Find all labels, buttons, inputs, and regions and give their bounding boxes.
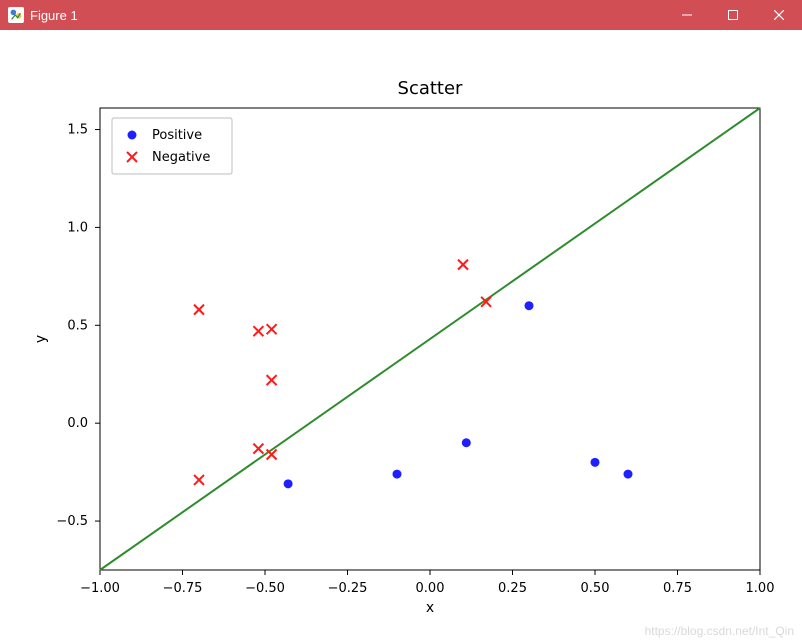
minimize-button[interactable] [664, 0, 710, 30]
svg-text:0.25: 0.25 [498, 581, 527, 596]
legend-marker-circle-icon [128, 131, 137, 140]
app-icon [8, 7, 24, 23]
close-button[interactable] [756, 0, 802, 30]
svg-text:0.00: 0.00 [416, 581, 445, 596]
scatter-plot: Scatter −1.00−0.75−0.50−0.250.000.250.50… [0, 30, 802, 642]
y-ticks: −0.5 0.0 0.5 1.0 1.5 [56, 123, 100, 530]
figure-canvas: Scatter −1.00−0.75−0.50−0.250.000.250.50… [0, 30, 802, 642]
legend-frame [112, 118, 232, 174]
data-point [253, 444, 263, 454]
data-point [393, 470, 402, 479]
data-point [284, 479, 293, 488]
data-point [591, 458, 600, 467]
svg-text:−0.75: −0.75 [163, 581, 203, 596]
series-positive [284, 301, 633, 488]
chart-title: Scatter [398, 78, 464, 99]
svg-text:0.50: 0.50 [581, 581, 610, 596]
svg-text:−0.25: −0.25 [328, 581, 368, 596]
svg-text:1.00: 1.00 [746, 581, 775, 596]
window-title: Figure 1 [30, 8, 78, 23]
svg-text:−0.5: −0.5 [56, 514, 88, 529]
legend-label: Negative [152, 150, 210, 165]
maximize-button[interactable] [710, 0, 756, 30]
legend: Positive Negative [112, 118, 232, 174]
x-ticks: −1.00 −0.75 −0.50 −0.25 0.00 0.25 0.50 0.75 1.00 [80, 570, 774, 596]
data-point [267, 324, 277, 334]
svg-text:−1.00: −1.00 [80, 581, 120, 596]
data-point [194, 475, 204, 485]
svg-text:0.5: 0.5 [67, 318, 88, 333]
svg-text:1.0: 1.0 [67, 220, 88, 235]
data-point [462, 438, 471, 447]
data-point [624, 470, 633, 479]
data-point [525, 301, 534, 310]
legend-label: Positive [152, 128, 202, 143]
series-negative [194, 260, 491, 485]
data-point [267, 375, 277, 385]
data-point [194, 305, 204, 315]
x-axis-label: x [426, 600, 434, 616]
svg-text:−0.50: −0.50 [245, 581, 285, 596]
svg-text:1.5: 1.5 [67, 123, 88, 138]
regression-line [100, 108, 760, 570]
y-axis-label: y [33, 335, 49, 343]
svg-text:0.0: 0.0 [67, 416, 88, 431]
data-point [458, 260, 468, 270]
svg-text:0.75: 0.75 [663, 581, 692, 596]
window-titlebar: Figure 1 [0, 0, 802, 30]
data-point [253, 326, 263, 336]
